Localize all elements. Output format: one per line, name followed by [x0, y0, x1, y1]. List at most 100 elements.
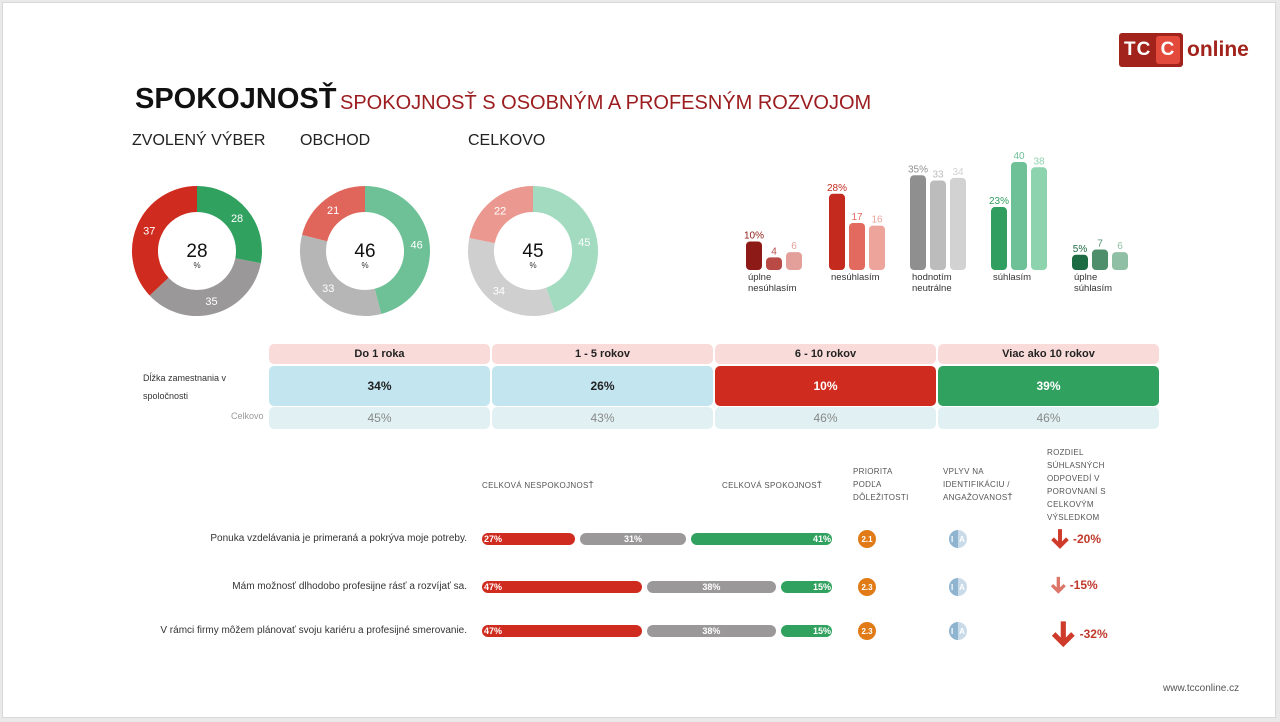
bar-value-label: 17	[851, 212, 863, 223]
logo-c: C	[1156, 36, 1180, 64]
donut-title-selection: ZVOLENÝ VÝBER	[132, 132, 266, 149]
difference-label: -20%	[1073, 532, 1102, 546]
bar-value-label: 6	[791, 241, 797, 252]
bar	[829, 193, 845, 270]
donut-slice-label: 34	[493, 285, 505, 297]
header-impact: VPLYV NA IDENTIFIKÁCIU / ANGAŽOVANOSŤ	[943, 465, 1013, 504]
bar-category-label: hodnotím	[912, 272, 952, 283]
tenure-row-label: Dĺžka zamestnania v spoločnosti	[143, 373, 227, 401]
header-priority: PRIORITA PODĽA DÔLEŽITOSTI	[853, 465, 909, 504]
bar-category-label: súhlasím	[993, 272, 1031, 283]
bar-category-label: súhlasím	[1074, 283, 1112, 294]
donut-slice-label: 46	[410, 239, 422, 251]
tenure-column-header: Viac ako 10 rokov	[938, 344, 1159, 364]
donut-slice-label: 21	[327, 205, 339, 217]
bar-value-label: 6	[1117, 241, 1123, 252]
donut-center-unit: %	[361, 261, 368, 270]
donut-center-value: 28	[186, 241, 207, 262]
tenure-value-cell: 39%	[938, 366, 1159, 406]
bar-neutral: 38%	[646, 625, 776, 637]
header-dissatisfaction: CELKOVÁ NESPOKOJNOSŤ	[482, 481, 594, 490]
bar-value-label: 5%	[1073, 244, 1088, 255]
difference-value: -15%	[1049, 576, 1098, 595]
bar-value-label: 4	[771, 246, 777, 257]
donut-slice	[132, 186, 198, 296]
donut-slice	[532, 186, 598, 313]
donut-slice-label: 28	[231, 213, 243, 225]
donut-slice	[302, 186, 366, 242]
header-impact-line: IDENTIFIKÁCIU /	[943, 480, 1010, 489]
donut-slice-label: 37	[143, 225, 155, 237]
priority-badge: 2.3	[858, 578, 876, 596]
header-satisfaction: CELKOVÁ SPOKOJNOSŤ	[722, 481, 823, 490]
impact-badge: I A	[949, 578, 967, 596]
bar	[991, 207, 1007, 270]
bar-dissatisfied: 47%	[482, 625, 642, 637]
header-difference-line: POROVNANÍ S	[1047, 487, 1106, 496]
tenure-total-cell: 43%	[492, 407, 713, 429]
tenure-total-cell: 46%	[715, 407, 936, 429]
footer-url[interactable]: www.tcconline.cz	[1163, 683, 1240, 694]
donut-slice	[196, 186, 262, 264]
bar-value-label: 23%	[989, 196, 1009, 207]
bar-satisfied: 15%	[781, 625, 832, 637]
bar	[766, 257, 782, 270]
donut-center-unit: %	[193, 261, 200, 270]
bar	[930, 180, 946, 270]
bar-value-label: 40	[1013, 151, 1025, 162]
bar	[910, 175, 926, 270]
bar	[746, 241, 762, 270]
bar	[1112, 252, 1128, 270]
donut-slice	[468, 237, 555, 316]
priority-badge: 2.1	[858, 530, 876, 548]
bar	[1031, 167, 1047, 270]
donut-center-unit: %	[529, 261, 536, 270]
bar	[869, 225, 885, 270]
tcc-logo: TC C online	[1119, 33, 1249, 67]
bar-value-label: 10%	[744, 231, 764, 242]
page-title: SPOKOJNOSŤ	[135, 83, 337, 115]
logo-mark: TC C	[1119, 33, 1183, 67]
arrow-down-icon	[1051, 529, 1069, 549]
donut-title-overall: CELKOVO	[468, 132, 546, 149]
donut-slice	[364, 186, 430, 314]
bar-value-label: 33	[932, 170, 944, 181]
statement-text: Ponuka vzdelávania je primeraná a pokrýv…	[210, 533, 467, 544]
header-difference-line: SÚHLASNÝCH	[1047, 461, 1105, 470]
bar-category-label: nesúhlasím	[748, 283, 797, 294]
bar-category-label: nesúhlasím	[831, 272, 880, 283]
tenure-total-label: Celkovo	[231, 411, 264, 421]
arrow-down-icon	[1050, 576, 1066, 594]
bar-value-label: 28%	[827, 183, 847, 194]
header-impact-line: ANGAŽOVANOSŤ	[943, 493, 1013, 502]
tenure-value-cell: 26%	[492, 366, 713, 406]
bar	[1011, 162, 1027, 270]
tenure-value-cell: 10%	[715, 366, 936, 406]
header-difference-line: ROZDIEL	[1047, 448, 1084, 457]
statement-text: Mám možnosť dlhodobo profesijne rásť a r…	[232, 581, 467, 592]
bar	[1092, 249, 1108, 270]
donut-slice	[149, 257, 261, 316]
priority-badge: 2.3	[858, 622, 876, 640]
bar	[950, 177, 966, 270]
logo-tc: TC	[1124, 39, 1152, 60]
page-subtitle: SPOKOJNOSŤ S OSOBNÝM A PROFESNÝM ROZVOJO…	[340, 92, 872, 114]
impact-badge: I A	[949, 622, 967, 640]
bar-neutral: 31%	[579, 533, 687, 545]
bar-satisfied: 41%	[691, 533, 832, 545]
bar-dissatisfied: 27%	[482, 533, 575, 545]
donut-center-value: 45	[522, 241, 543, 262]
bar-value-label: 16	[871, 215, 883, 226]
header-difference-line: VÝSLEDKOM	[1047, 513, 1100, 522]
bar	[786, 252, 802, 270]
bar-value-label: 35%	[908, 164, 928, 175]
donut-title-sales: OBCHOD	[300, 132, 371, 149]
difference-label: -32%	[1079, 627, 1108, 642]
donut-slice	[300, 234, 382, 316]
header-difference-line: ODPOVEDÍ V	[1047, 474, 1100, 483]
tenure-total-cell: 45%	[269, 407, 490, 429]
impact-badge: I A	[949, 530, 967, 548]
header-difference-line: CELKOVÝM	[1047, 500, 1094, 509]
